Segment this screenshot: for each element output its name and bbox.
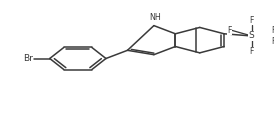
Text: S: S bbox=[249, 31, 255, 40]
Text: NH: NH bbox=[149, 13, 161, 22]
Text: F: F bbox=[272, 37, 274, 46]
Text: Br: Br bbox=[23, 54, 33, 63]
Text: F: F bbox=[228, 26, 232, 35]
Text: F: F bbox=[250, 16, 254, 25]
Text: F: F bbox=[272, 26, 274, 35]
Text: F: F bbox=[250, 47, 254, 56]
